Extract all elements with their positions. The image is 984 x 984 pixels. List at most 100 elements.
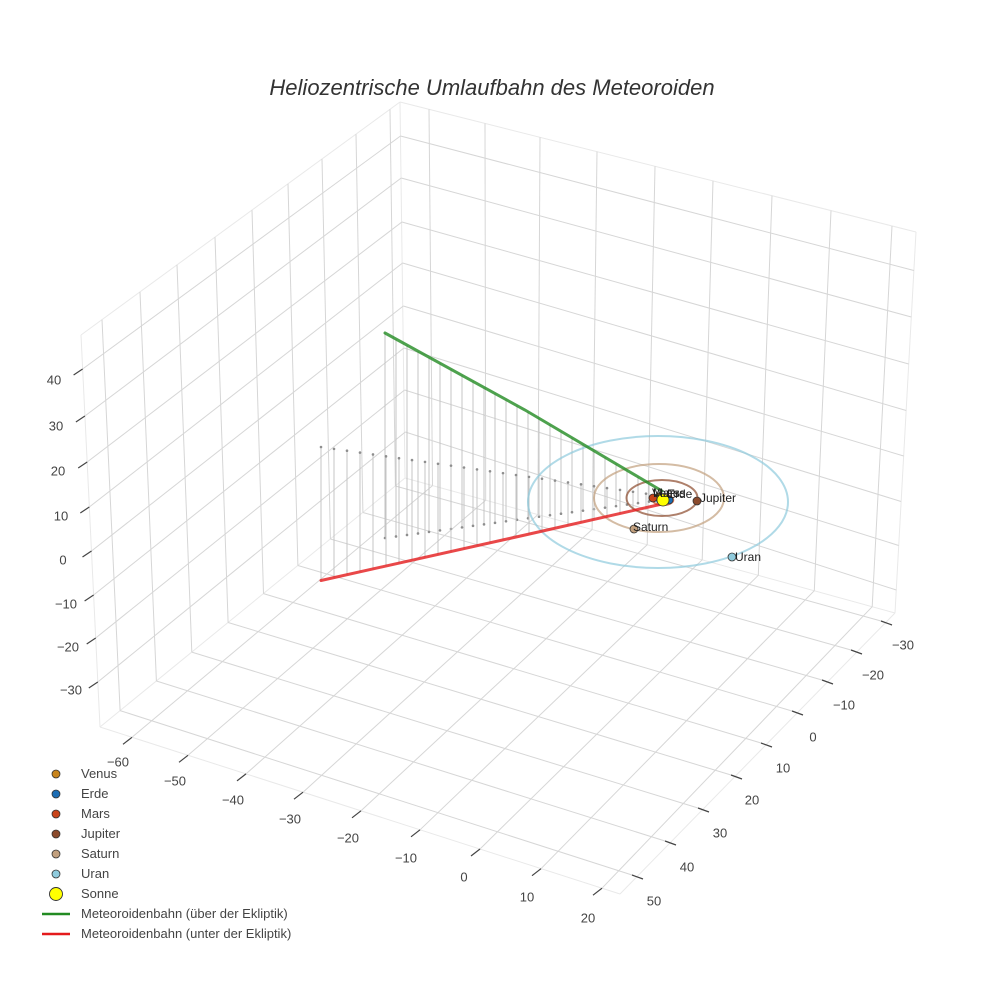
box-edge — [80, 334, 101, 728]
z-axis-tick-label: 0 — [59, 553, 66, 568]
legend-label: Venus — [81, 766, 118, 781]
ecliptic-point — [410, 458, 414, 462]
gridline-x-floor — [360, 544, 648, 812]
planet-orbits — [527, 435, 789, 569]
saturn-marker-icon — [42, 844, 70, 864]
ecliptic-point — [371, 453, 375, 456]
sun-marker — [656, 493, 670, 507]
ecliptic-point — [471, 524, 475, 528]
y-axis-tick — [697, 807, 710, 813]
ecliptic-point — [475, 468, 479, 471]
y-axis-tick-label: 0 — [809, 730, 816, 745]
planet-label-uran: Uran — [735, 550, 761, 564]
chart-title: Heliozentrische Umlaufbahn des Meteoroid… — [269, 75, 715, 100]
legend-item-erde[interactable]: Erde — [0, 784, 320, 804]
ecliptic-point — [581, 509, 585, 512]
gridline-y-left-wall — [101, 319, 121, 711]
gridline-x-floor — [419, 559, 703, 831]
legend-item-path-below[interactable]: Meteoroidenbahn (unter der Ekliptik) — [0, 924, 320, 944]
box-edge — [80, 101, 401, 336]
x-axis-tick-label: −50 — [164, 774, 186, 789]
gridline-z-left-wall — [91, 305, 404, 552]
y-axis-tick-label: −30 — [892, 638, 914, 653]
planet-uran-marker — [727, 552, 737, 562]
y-axis-tick-label: 20 — [745, 793, 759, 808]
red-line-icon — [42, 924, 70, 944]
ecliptic-point — [438, 529, 442, 532]
y-axis-tick — [850, 649, 863, 655]
green-line-icon — [42, 904, 70, 924]
ecliptic-point — [405, 533, 409, 537]
gridline-y-left-wall — [355, 134, 364, 513]
celestial-bodies — [629, 492, 737, 562]
legend-item-mars[interactable]: Mars — [0, 804, 320, 824]
box-edge — [404, 477, 896, 614]
gridline-x-right-wall — [813, 210, 832, 591]
y-axis-tick — [880, 620, 893, 626]
gridline-z-left-wall — [95, 389, 405, 639]
gridline-z-right-wall — [403, 347, 902, 502]
mars-marker-icon — [42, 804, 70, 824]
gridline-y-left-wall — [287, 183, 299, 566]
legend-label: Mars — [81, 806, 110, 821]
box-edge — [99, 477, 406, 728]
ecliptic-point — [514, 473, 518, 477]
box-edge — [399, 101, 917, 233]
box-edge — [399, 101, 406, 479]
ecliptic-point — [394, 535, 398, 538]
ecliptic-point — [504, 520, 508, 523]
gridline-z-left-wall — [88, 262, 403, 508]
y-axis-tick — [791, 710, 804, 716]
ecliptic-point — [559, 512, 563, 516]
ecliptic-point — [527, 475, 531, 479]
gridline-y-floor — [227, 622, 732, 776]
gridline-z-right-wall — [400, 135, 915, 271]
legend-item-venus[interactable]: Venus — [0, 764, 320, 784]
ecliptic-point — [423, 460, 427, 464]
x-axis-tick — [293, 791, 304, 800]
planet-label-mars: Mars — [653, 486, 680, 500]
legend-item-saturn[interactable]: Saturn — [0, 844, 320, 864]
y-axis-tick — [821, 679, 834, 685]
ecliptic-point — [614, 504, 618, 508]
ecliptic-point — [605, 486, 609, 490]
y-axis-tick-label: 10 — [776, 761, 790, 776]
z-axis-tick-label: −10 — [55, 597, 77, 612]
scene-gridlines — [82, 109, 915, 889]
z-axis-tick-label: −30 — [60, 683, 82, 698]
ecliptic-point — [553, 479, 557, 482]
ecliptic-point — [579, 483, 583, 486]
ecliptic-point — [384, 455, 388, 458]
box-edge — [619, 612, 896, 895]
orbit-saturn — [593, 463, 725, 533]
gridline-x-floor — [187, 499, 487, 756]
legend-label: Meteoroidenbahn (über der Ekliptik) — [81, 906, 288, 921]
gridline-z-right-wall — [403, 305, 904, 457]
gridline-x-floor — [302, 529, 593, 793]
meteoroid-path-above — [383, 331, 664, 493]
legend-item-sonne[interactable]: Sonne — [0, 884, 320, 904]
gridline-z-left-wall — [93, 347, 405, 596]
planet-label-jupiter: Jupiter — [700, 491, 736, 505]
gridline-y-left-wall — [251, 210, 264, 594]
x-axis-tick — [178, 754, 189, 763]
z-axis-tick-label: −20 — [57, 640, 79, 655]
ecliptic-point — [488, 469, 492, 473]
x-axis-tick-label: −60 — [107, 755, 129, 770]
gridline-x-right-wall — [701, 180, 714, 560]
gridline-y-floor — [119, 710, 633, 876]
z-axis-tick-label: 10 — [54, 509, 68, 524]
gridline-x-right-wall — [537, 137, 541, 515]
orbit-uran — [527, 435, 789, 569]
legend-item-path-above[interactable]: Meteoroidenbahn (über der Ekliptik) — [0, 904, 320, 924]
legend-label: Sonne — [81, 886, 119, 901]
gridline-x-floor — [540, 590, 815, 870]
gridline-z-left-wall — [86, 221, 403, 463]
ecliptic-point — [537, 515, 541, 519]
z-axis-tick-label: 20 — [51, 464, 65, 479]
legend-item-uran[interactable]: Uran — [0, 864, 320, 884]
y-axis-tick-label: −20 — [862, 668, 884, 683]
legend-item-jupiter[interactable]: Jupiter — [0, 824, 320, 844]
